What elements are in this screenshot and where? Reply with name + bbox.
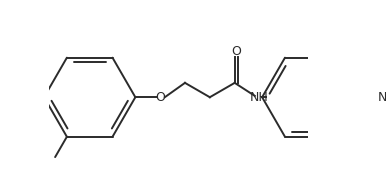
Text: O: O [155,91,165,104]
Text: O: O [232,45,241,58]
Text: NH₂: NH₂ [378,91,386,104]
Text: NH: NH [250,91,269,104]
